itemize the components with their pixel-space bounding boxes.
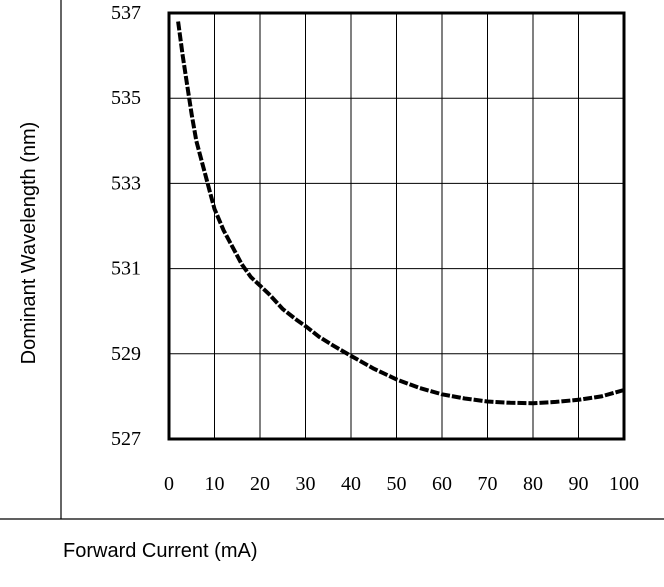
x-tick-label: 50: [387, 473, 407, 495]
plot-area-border: [167, 11, 626, 441]
x-tick-label: 90: [569, 473, 589, 495]
x-tick-label: 70: [478, 473, 498, 495]
y-tick-label: 535: [111, 87, 141, 109]
x-tick-label: 60: [432, 473, 452, 495]
x-tick-label: 80: [523, 473, 543, 495]
x-tick-label: 0: [164, 473, 174, 495]
y-tick-label: 529: [111, 343, 141, 365]
y-tick-label: 537: [111, 2, 141, 24]
series-line: [176, 21, 625, 406]
grid-lines: [169, 13, 624, 439]
x-tick-label: 20: [250, 473, 270, 495]
y-tick-label: 527: [111, 428, 141, 450]
series-layer: [176, 21, 625, 406]
x-tick-label: 100: [609, 473, 639, 495]
y-axis-title: Dominant Wavelength (nm): [18, 122, 40, 365]
x-axis-title: Forward Current (mA): [63, 540, 257, 562]
tick-labels: 0 10 20 30 40 50 60 70 80 90 100 527 529 531 533 535 537: [111, 2, 639, 495]
y-tick-label: 533: [111, 172, 141, 194]
x-tick-label: 40: [341, 473, 361, 495]
y-tick-label: 531: [111, 258, 141, 280]
x-tick-label: 10: [205, 473, 225, 495]
x-tick-label: 30: [296, 473, 316, 495]
